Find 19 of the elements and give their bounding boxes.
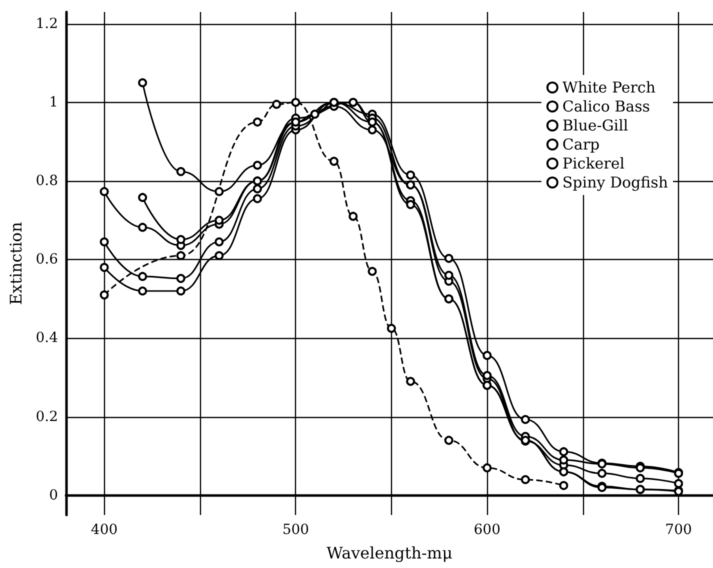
legend-label: Blue-Gill bbox=[562, 116, 628, 134]
y-tick-label: 0.6 bbox=[36, 252, 58, 268]
x-tick-label: 700 bbox=[665, 522, 692, 538]
x-tick-label: 400 bbox=[90, 522, 118, 538]
legend-label: White Perch bbox=[562, 78, 656, 96]
y-tick-label: 0.8 bbox=[36, 172, 58, 189]
y-tick-label: 0.2 bbox=[36, 408, 58, 425]
legend-label: Calico Bass bbox=[562, 98, 650, 116]
x-axis-title: Wavelength-mμ bbox=[326, 544, 452, 562]
y-axis-title: Extinction bbox=[6, 222, 26, 305]
legend-label: Pickerel bbox=[562, 154, 625, 172]
legend-label: Spiny Dogfish bbox=[562, 174, 668, 192]
legend-label: Carp bbox=[562, 136, 600, 154]
x-tick-label: 500 bbox=[282, 522, 310, 538]
x-tick-label: 600 bbox=[474, 522, 500, 538]
y-tick-label: 1.2 bbox=[36, 16, 58, 32]
y-tick-label: 0.4 bbox=[36, 330, 58, 346]
y-tick-label: 1 bbox=[49, 94, 58, 110]
y-tick-label: 0 bbox=[49, 487, 58, 504]
